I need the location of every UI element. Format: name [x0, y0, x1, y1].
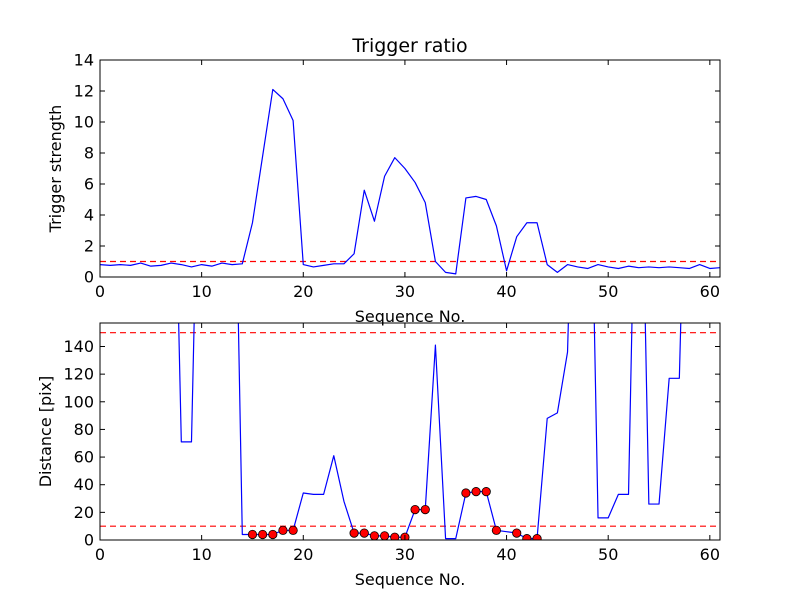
flagged-point [481, 487, 491, 497]
y-tick-label: 0 [84, 268, 94, 287]
flagged-point [461, 488, 471, 498]
x-tick-label: 30 [395, 545, 415, 564]
plot-area [100, 323, 720, 540]
y-tick-label: 120 [63, 365, 94, 384]
y-tick-label: 14 [74, 51, 94, 70]
x-tick-label: 40 [496, 545, 516, 564]
x-tick-label: 50 [598, 545, 618, 564]
flagged-point [532, 534, 542, 540]
x-tick-label: 60 [700, 545, 720, 564]
flagged-point [369, 531, 380, 540]
y-tick-label: 4 [84, 206, 94, 225]
flagged-point [471, 487, 481, 497]
x-tick-label: 20 [293, 545, 313, 564]
x-tick-label: 50 [598, 282, 618, 301]
flagged-point [512, 528, 522, 538]
flagged-point [288, 525, 298, 535]
flagged-point [258, 529, 268, 540]
y-tick-label: 0 [84, 531, 94, 550]
y-tick-label: 10 [74, 113, 94, 132]
y-tick-label: 6 [84, 175, 94, 194]
chart-panel-distance: 0 10 20 30 40 50 60 0 20 40 60 80 100 120 140 Sequence … [36, 322, 721, 589]
x-tick-label: 10 [191, 282, 211, 301]
series-line [100, 88, 720, 275]
x-tick-label: 30 [395, 282, 415, 301]
flagged-point [359, 528, 369, 538]
flagged-point [349, 528, 359, 538]
x-axis-label: Sequence No. [355, 307, 466, 326]
y-tick-label: 20 [74, 503, 94, 522]
chart-panel-trigger-ratio: Trigger ratio 0 10 20 30 40 50 60 0 2 4 6 8 10 12 14 Seq… [46, 35, 721, 326]
chart-title: Trigger ratio [351, 35, 467, 57]
x-tick-label: 60 [700, 282, 720, 301]
plot-area [100, 88, 720, 275]
y-axis-label: Trigger strength [46, 105, 65, 234]
flagged-point [379, 531, 390, 540]
y-tick-label: 40 [74, 475, 94, 494]
flagged-point [410, 504, 420, 515]
axes-frame [99, 59, 721, 278]
x-tick-label: 0 [95, 282, 105, 301]
y-tick-label: 12 [74, 82, 94, 101]
axes-frame [99, 322, 721, 541]
y-tick-label: 100 [63, 392, 94, 411]
flagged-point [420, 504, 430, 515]
y-tick-label: 60 [74, 448, 94, 467]
x-tick-label: 20 [293, 282, 313, 301]
flagged-point [268, 529, 278, 540]
flagged-point [522, 534, 532, 540]
x-tick-label: 40 [496, 282, 516, 301]
x-axis-label: Sequence No. [355, 570, 466, 589]
x-tick-label: 0 [95, 545, 105, 564]
y-axis-label: Distance [pix] [36, 376, 55, 488]
y-tick-label: 8 [84, 144, 94, 163]
flagged-point [390, 532, 400, 540]
flagged-point [278, 525, 288, 535]
y-tick-label: 80 [74, 420, 94, 439]
y-tick-label: 140 [63, 337, 94, 356]
x-tick-label: 10 [191, 545, 211, 564]
flagged-point [247, 529, 258, 540]
flagged-point [491, 525, 501, 535]
y-tick-label: 2 [84, 237, 94, 256]
